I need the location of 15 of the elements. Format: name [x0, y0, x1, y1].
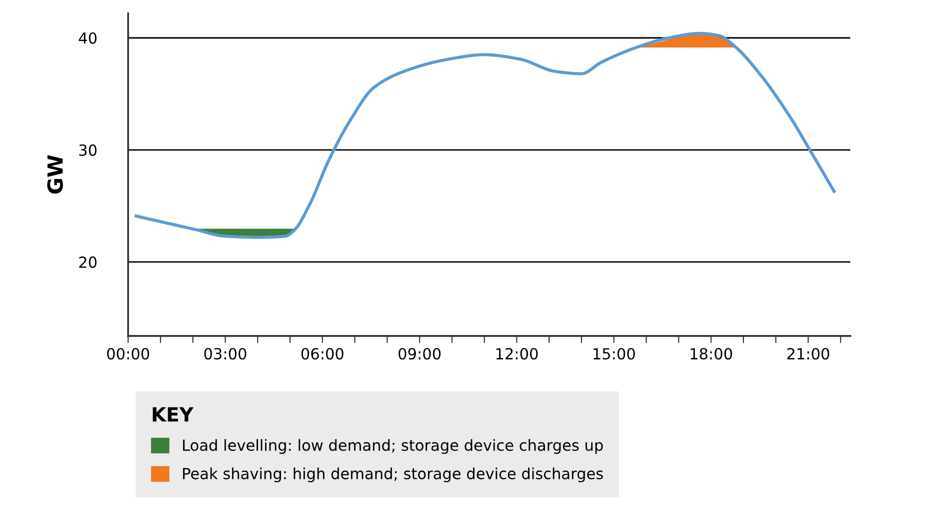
legend-label: Load levelling: low demand; storage device charges up [183, 439, 603, 454]
x-tick-label: 09:00 [398, 348, 441, 360]
x-tick-label: 06:00 [301, 348, 344, 360]
x-tick-label: 18:00 [690, 348, 732, 360]
x-tick-label: 00:00 [107, 348, 150, 360]
x-tick-label: 21:00 [787, 348, 830, 360]
y-tick-label: 30 [79, 144, 97, 156]
y-axis-title: GW [47, 155, 63, 194]
y-tick-label: 20 [79, 256, 97, 268]
x-tick-label: 12:00 [496, 348, 538, 360]
legend-title: KEY [152, 407, 194, 422]
legend-label: Peak shaving: high demand; storage device discharges [183, 467, 603, 482]
x-tick-label: 15:00 [594, 348, 635, 360]
y-tick-label: 40 [78, 32, 97, 44]
x-tick-label: 03:00 [204, 348, 246, 360]
